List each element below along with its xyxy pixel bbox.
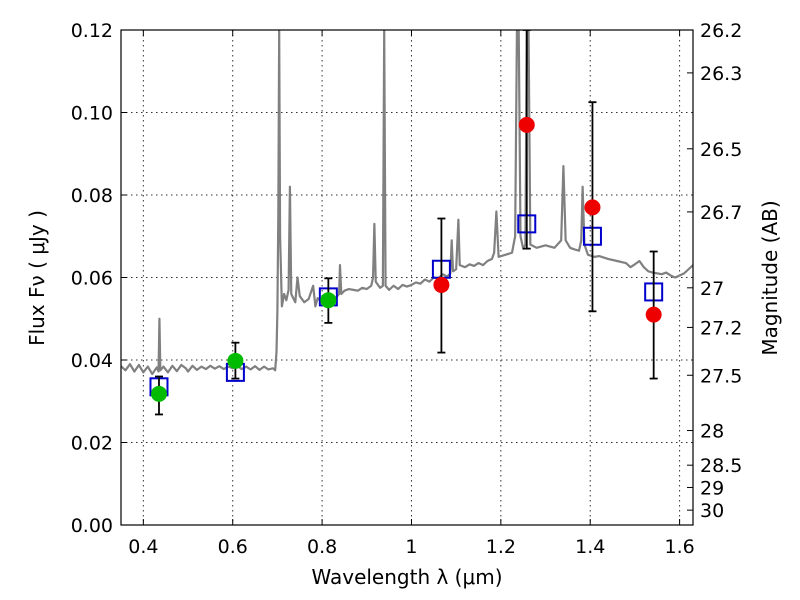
nir-point-1 [518, 116, 535, 133]
optical-point-0 [150, 385, 167, 402]
y2-tick-label-1: 26.3 [700, 63, 742, 85]
x-tick-label-1: 0.6 [218, 536, 248, 558]
y-tick-label-4: 0.08 [71, 185, 113, 207]
x-tick-label-4: 1.2 [486, 536, 516, 558]
y-tick-label-1: 0.02 [71, 433, 113, 455]
optical-point-2 [320, 292, 337, 309]
model-spectrum-line [121, 30, 693, 376]
y2-tick-label-5: 27.2 [700, 317, 742, 339]
y-tick-label-3: 0.06 [71, 268, 113, 290]
x-axis-title: Wavelength λ (μm) [311, 565, 502, 589]
y2-tick-label-0: 26.2 [700, 20, 742, 42]
y-axis-title: Flux Fν ( μJy ) [25, 210, 49, 346]
y2-tick-label-10: 30 [700, 500, 724, 522]
tick-labels: 0.4 0.6 0.8 1 1.2 1.4 1.6 0.00 0.02 0.04 0.06 0.08 0… [71, 20, 743, 558]
y2-tick-label-9: 29 [700, 477, 724, 499]
y-tick-label-6: 0.12 [71, 20, 113, 42]
nir-point-2 [584, 199, 601, 216]
x-tick-label-0: 0.4 [128, 536, 158, 558]
y2-tick-label-6: 27.5 [700, 365, 742, 387]
y2-tick-label-8: 28.5 [700, 455, 742, 477]
y-tick-label-5: 0.10 [71, 103, 113, 125]
x-tick-label-2: 0.8 [307, 536, 337, 558]
y2-axis-title: Magnitude (AB) [758, 200, 782, 355]
optical-point-1 [227, 352, 244, 369]
plot-area [121, 30, 693, 416]
nir-point-0 [433, 276, 450, 293]
x-tick-label-6: 1.6 [664, 536, 694, 558]
nir-point-3 [645, 306, 662, 323]
y2-tick-label-3: 26.7 [700, 202, 742, 224]
x-tick-label-5: 1.4 [575, 536, 605, 558]
axis-ticks [121, 29, 693, 526]
y2-tick-label-4: 27 [700, 278, 724, 300]
y2-tick-label-2: 26.5 [700, 139, 742, 161]
y-tick-label-0: 0.00 [71, 515, 113, 537]
x-tick-label-3: 1 [405, 536, 417, 558]
y-tick-label-2: 0.04 [71, 350, 113, 372]
y2-tick-label-7: 28 [700, 421, 724, 443]
